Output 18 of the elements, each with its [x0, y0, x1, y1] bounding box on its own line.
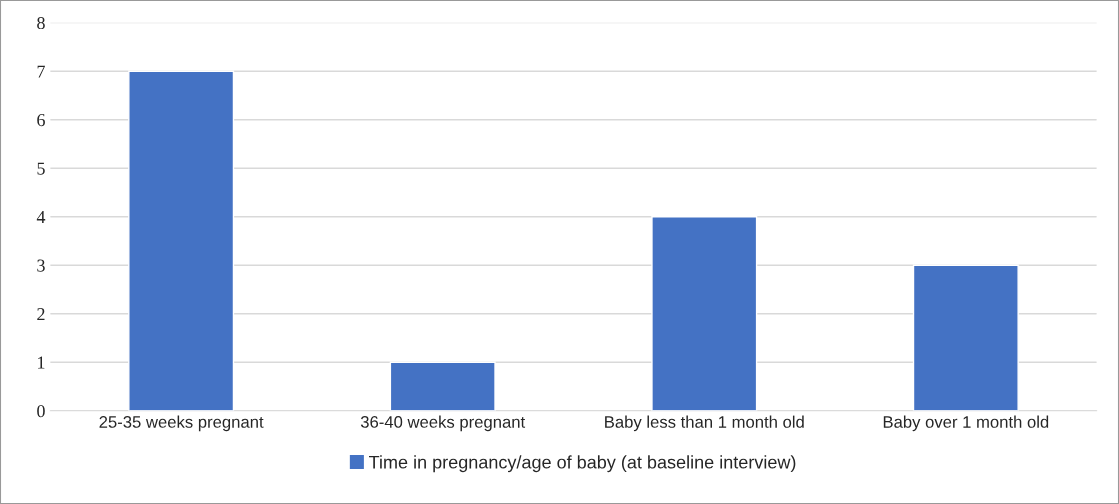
x-tick-label: Baby over 1 month old [883, 415, 1049, 432]
bar [651, 216, 758, 411]
y-tick-label: 5 [37, 162, 45, 175]
y-tick-label: 8 [37, 16, 45, 30]
x-tick-label: Baby less than 1 month old [605, 415, 804, 432]
legend-label: Time in pregnancy/age of baby (at baseline interview) [369, 455, 796, 473]
y-tick-label: 4 [36, 211, 46, 223]
bar [389, 361, 496, 411]
y-tick-label: 7 [37, 65, 45, 78]
y-tick-label: 3 [37, 259, 45, 272]
x-tick-label: 36-40 weeks pregnant [360, 415, 526, 432]
y-tick-label: 2 [37, 308, 45, 320]
y-tick-label: 0 [37, 405, 45, 418]
y-tick-label: 1 [38, 356, 45, 369]
x-tick-label: 25-35 weeks pregnant [99, 415, 264, 432]
bar [912, 264, 1019, 411]
y-tick-label: 6 [37, 114, 45, 127]
bar [128, 70, 235, 411]
